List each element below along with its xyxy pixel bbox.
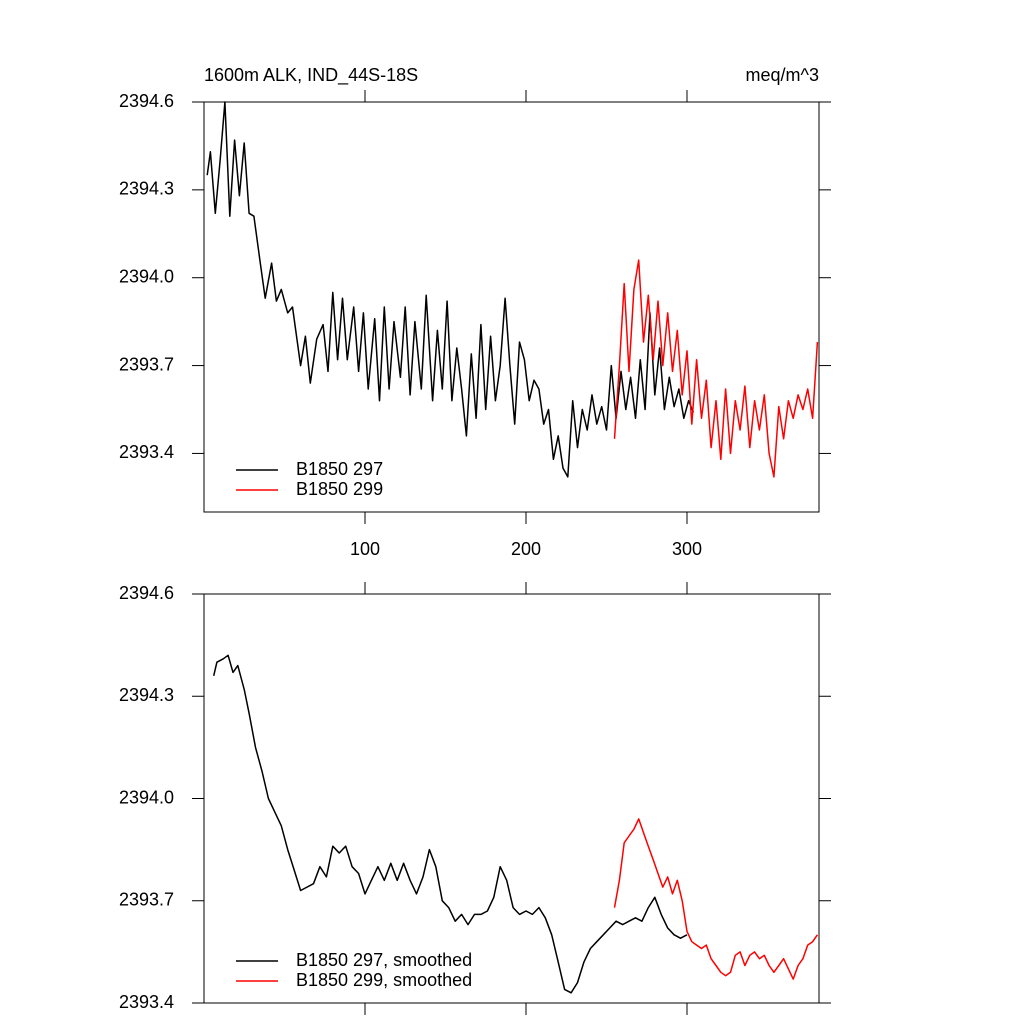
- y-tick-label: 2394.0: [119, 266, 174, 286]
- x-tick-label: 200: [511, 539, 541, 559]
- y-tick-label: 2393.4: [119, 992, 174, 1012]
- y-tick-label: 2394.3: [119, 179, 174, 199]
- units-label: meq/m^3: [746, 65, 819, 85]
- y-tick-label: 2394.6: [119, 91, 174, 111]
- legend-label: B1850 299: [296, 479, 383, 499]
- x-tick-label: 100: [350, 539, 380, 559]
- y-tick-label: 2393.4: [119, 442, 174, 462]
- data-line: [206, 101, 695, 478]
- y-tick-label: 2393.7: [119, 354, 174, 374]
- y-tick-label: 2393.7: [119, 890, 174, 910]
- legend-label: B1850 299, smoothed: [296, 970, 472, 990]
- plot-frame: [203, 593, 820, 1004]
- data-line: [613, 818, 819, 980]
- y-tick-label: 2394.3: [119, 685, 174, 705]
- legend-label: B1850 297: [296, 459, 383, 479]
- data-line: [212, 654, 688, 994]
- y-tick-label: 2394.0: [119, 787, 174, 807]
- y-tick-label: 2394.6: [119, 583, 174, 603]
- legend-label: B1850 297, smoothed: [296, 950, 472, 970]
- plot-frame: [203, 101, 820, 513]
- chart-title: 1600m ALK, IND_44S-18S: [204, 65, 418, 86]
- x-tick-label: 300: [672, 539, 702, 559]
- data-line: [613, 259, 819, 478]
